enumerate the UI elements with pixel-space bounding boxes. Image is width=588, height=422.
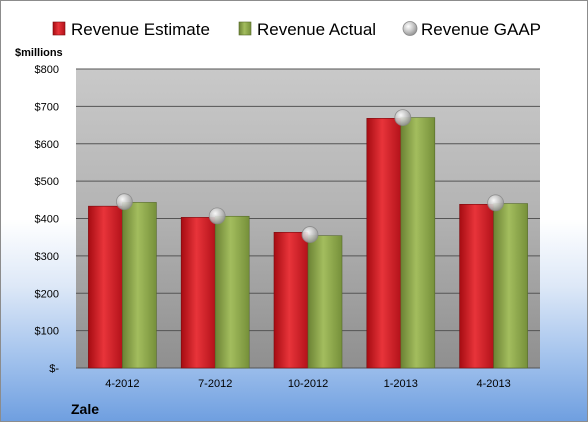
bar-revenue-actual — [307, 235, 343, 369]
bar-revenue-estimate — [366, 118, 402, 369]
bars — [88, 117, 528, 369]
gaap-marker — [394, 109, 412, 126]
y-tick-label: $100 — [35, 326, 59, 338]
x-tick-label: 4-2012 — [105, 378, 139, 390]
legend-label: Revenue Actual — [257, 20, 376, 39]
x-tick-label: 1-2013 — [384, 378, 418, 390]
bar-revenue-estimate — [459, 203, 494, 369]
legend-marker — [402, 21, 418, 36]
gaap-marker — [208, 207, 226, 225]
legend-label: Revenue Estimate — [71, 20, 210, 39]
y-tick-label: $600 — [35, 139, 59, 151]
legend-label: Revenue GAAP — [421, 20, 541, 39]
y-tick-label: $300 — [35, 251, 59, 263]
bar-revenue-actual — [400, 117, 436, 369]
x-tick-label: 10-2012 — [288, 378, 328, 390]
legend-swatch — [238, 21, 252, 36]
y-tick-label: $800 — [35, 64, 59, 76]
company-label: Zale — [71, 401, 99, 417]
x-axis-ticks: 4-2012 7-2012 10-2012 1-2013 4-2013 — [105, 378, 510, 390]
y-axis-label: $millions — [15, 47, 63, 59]
y-tick-label: $200 — [35, 288, 59, 300]
legend: Revenue Estimate Revenue Actual Revenue GA… — [52, 20, 541, 39]
bar-revenue-actual — [493, 203, 528, 369]
gaap-marker — [301, 226, 319, 243]
x-tick-label: 7-2012 — [198, 378, 232, 390]
gaap-marker — [116, 193, 133, 211]
bar-revenue-actual — [122, 202, 157, 369]
y-tick-label: $500 — [35, 176, 59, 188]
y-axis-ticks: $- $100 $200 $300 $400 $500 $600 $700 $800 — [35, 64, 60, 375]
bar-revenue-actual — [214, 215, 250, 369]
bar-revenue-estimate — [180, 217, 216, 369]
bar-revenue-estimate — [273, 232, 309, 369]
y-tick-label: $700 — [35, 101, 59, 113]
y-tick-label: $400 — [35, 214, 59, 226]
y-tick-label: $- — [49, 363, 59, 375]
gaap-marker — [487, 194, 505, 212]
legend-swatch — [52, 21, 66, 36]
gaap-markers — [116, 109, 505, 243]
bar-revenue-estimate — [88, 205, 123, 369]
x-tick-label: 4-2013 — [476, 378, 510, 390]
